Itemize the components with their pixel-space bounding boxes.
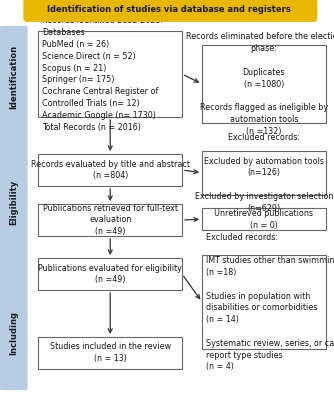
FancyBboxPatch shape bbox=[0, 26, 27, 128]
Text: Publications evaluated for eligibility
(n =49): Publications evaluated for eligibility (… bbox=[38, 264, 182, 284]
FancyBboxPatch shape bbox=[38, 204, 182, 236]
FancyBboxPatch shape bbox=[0, 126, 27, 278]
Text: Studies included in the review
(n = 13): Studies included in the review (n = 13) bbox=[50, 342, 171, 363]
Text: Excluded records:

IMT studies other than swimming
(n =18)

Studies in populatio: Excluded records: IMT studies other than… bbox=[206, 233, 334, 371]
FancyBboxPatch shape bbox=[38, 337, 182, 369]
FancyBboxPatch shape bbox=[38, 154, 182, 186]
FancyBboxPatch shape bbox=[202, 151, 326, 195]
Text: Identification of studies via database and registers: Identification of studies via database a… bbox=[47, 6, 291, 14]
FancyBboxPatch shape bbox=[202, 255, 326, 349]
FancyBboxPatch shape bbox=[202, 208, 326, 230]
Text: Unretireved publications
(n = 0): Unretireved publications (n = 0) bbox=[214, 209, 313, 230]
FancyBboxPatch shape bbox=[38, 258, 182, 290]
Text: Identification: Identification bbox=[9, 45, 18, 109]
Text: Records identified 2012-2023:
Databases
PubMed (n = 26)
Science Direct (n = 52)
: Records identified 2012-2023: Databases … bbox=[42, 16, 164, 132]
FancyBboxPatch shape bbox=[0, 276, 27, 390]
FancyBboxPatch shape bbox=[24, 0, 317, 21]
Text: Records evaluated by title and abstract
(n =804): Records evaluated by title and abstract … bbox=[31, 160, 190, 180]
FancyBboxPatch shape bbox=[38, 31, 182, 117]
Text: Records eliminated before the election
phase:

Duplicates
(n =1080)

Records fla: Records eliminated before the election p… bbox=[186, 32, 334, 136]
Text: Eligibility: Eligibility bbox=[9, 179, 18, 225]
Text: Excluded records:

Excluded by automation tools
(n=126)

Excluded by investigato: Excluded records: Excluded by automation… bbox=[195, 133, 333, 213]
Text: Including: Including bbox=[9, 311, 18, 355]
FancyBboxPatch shape bbox=[202, 45, 326, 123]
Text: Publications retrieved for full-text
evaluation
(n =49): Publications retrieved for full-text eva… bbox=[43, 204, 178, 236]
